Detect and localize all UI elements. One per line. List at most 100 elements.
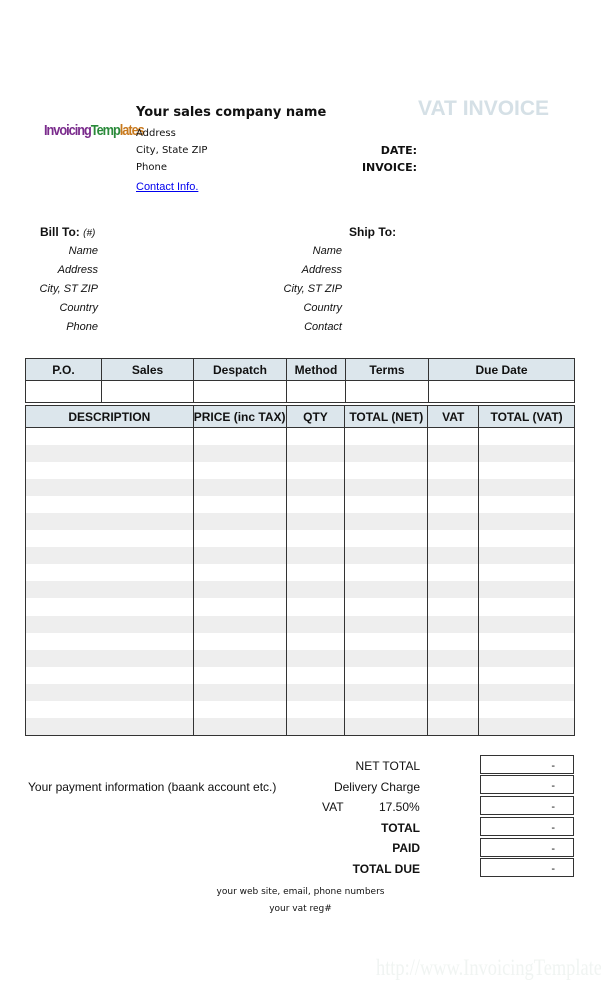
item-cell[interactable] <box>427 564 480 582</box>
item-cell[interactable] <box>427 649 480 667</box>
item-cell[interactable] <box>344 615 429 633</box>
item-cell[interactable] <box>192 598 287 616</box>
item-cell[interactable] <box>285 547 346 565</box>
item-cell[interactable] <box>478 683 575 701</box>
item-cell[interactable] <box>478 649 575 667</box>
item-cell[interactable] <box>285 666 346 684</box>
item-cell[interactable] <box>25 649 194 667</box>
item-cell[interactable] <box>478 495 575 513</box>
item-cell[interactable] <box>25 530 194 548</box>
item-cell[interactable] <box>25 598 194 616</box>
item-cell[interactable] <box>285 495 346 513</box>
despatch-cell[interactable] <box>193 380 287 403</box>
item-cell[interactable] <box>478 564 575 582</box>
item-cell[interactable] <box>192 683 287 701</box>
item-cell[interactable] <box>478 444 575 462</box>
item-cell[interactable] <box>285 461 346 479</box>
item-cell[interactable] <box>427 512 480 531</box>
item-cell[interactable] <box>427 461 480 479</box>
item-cell[interactable] <box>427 615 480 633</box>
item-cell[interactable] <box>25 564 194 582</box>
item-cell[interactable] <box>285 598 346 616</box>
item-cell[interactable] <box>192 649 287 667</box>
item-cell[interactable] <box>192 547 287 565</box>
item-cell[interactable] <box>25 632 194 650</box>
contact-info-link[interactable]: Contact Info. <box>136 181 199 193</box>
item-cell[interactable] <box>478 718 575 736</box>
item-cell[interactable] <box>427 478 480 496</box>
item-cell[interactable] <box>192 530 287 548</box>
item-cell[interactable] <box>285 444 346 462</box>
item-cell[interactable] <box>192 427 287 445</box>
item-cell[interactable] <box>427 666 480 684</box>
item-cell[interactable] <box>344 649 429 667</box>
item-cell[interactable] <box>25 495 194 513</box>
item-cell[interactable] <box>478 461 575 479</box>
item-cell[interactable] <box>344 598 429 616</box>
item-cell[interactable] <box>427 547 480 565</box>
due-date-cell[interactable] <box>428 380 575 403</box>
item-cell[interactable] <box>478 701 575 719</box>
item-cell[interactable] <box>344 444 429 462</box>
item-cell[interactable] <box>25 478 194 496</box>
item-cell[interactable] <box>427 581 480 599</box>
item-cell[interactable] <box>344 512 429 531</box>
item-cell[interactable] <box>478 598 575 616</box>
item-cell[interactable] <box>25 512 194 531</box>
item-cell[interactable] <box>344 666 429 684</box>
item-cell[interactable] <box>478 512 575 531</box>
item-cell[interactable] <box>285 632 346 650</box>
item-cell[interactable] <box>192 444 287 462</box>
item-cell[interactable] <box>344 632 429 650</box>
item-cell[interactable] <box>478 427 575 445</box>
item-cell[interactable] <box>285 564 346 582</box>
item-cell[interactable] <box>285 701 346 719</box>
item-cell[interactable] <box>427 683 480 701</box>
item-cell[interactable] <box>478 581 575 599</box>
item-cell[interactable] <box>427 444 480 462</box>
item-cell[interactable] <box>478 632 575 650</box>
method-cell[interactable] <box>286 380 346 403</box>
item-cell[interactable] <box>25 444 194 462</box>
terms-cell[interactable] <box>345 380 429 403</box>
item-cell[interactable] <box>344 564 429 582</box>
item-cell[interactable] <box>25 581 194 599</box>
item-cell[interactable] <box>427 598 480 616</box>
item-cell[interactable] <box>427 701 480 719</box>
item-cell[interactable] <box>478 666 575 684</box>
item-cell[interactable] <box>25 666 194 684</box>
item-cell[interactable] <box>427 718 480 736</box>
item-cell[interactable] <box>285 649 346 667</box>
item-cell[interactable] <box>192 495 287 513</box>
item-cell[interactable] <box>344 701 429 719</box>
item-cell[interactable] <box>192 701 287 719</box>
item-cell[interactable] <box>285 530 346 548</box>
item-cell[interactable] <box>344 461 429 479</box>
item-cell[interactable] <box>192 718 287 736</box>
item-cell[interactable] <box>285 615 346 633</box>
item-cell[interactable] <box>478 615 575 633</box>
item-cell[interactable] <box>25 701 194 719</box>
sales-cell[interactable] <box>101 380 194 403</box>
item-cell[interactable] <box>192 615 287 633</box>
item-cell[interactable] <box>478 478 575 496</box>
item-cell[interactable] <box>344 495 429 513</box>
item-cell[interactable] <box>25 718 194 736</box>
item-cell[interactable] <box>285 718 346 736</box>
po-cell[interactable] <box>25 380 102 403</box>
item-cell[interactable] <box>285 512 346 531</box>
item-cell[interactable] <box>25 461 194 479</box>
item-cell[interactable] <box>344 547 429 565</box>
item-cell[interactable] <box>285 427 346 445</box>
item-cell[interactable] <box>427 530 480 548</box>
item-cell[interactable] <box>427 632 480 650</box>
item-cell[interactable] <box>192 478 287 496</box>
item-cell[interactable] <box>478 547 575 565</box>
item-cell[interactable] <box>25 427 194 445</box>
item-cell[interactable] <box>192 461 287 479</box>
item-cell[interactable] <box>192 581 287 599</box>
item-cell[interactable] <box>285 683 346 701</box>
item-cell[interactable] <box>192 632 287 650</box>
item-cell[interactable] <box>344 718 429 736</box>
item-cell[interactable] <box>25 615 194 633</box>
